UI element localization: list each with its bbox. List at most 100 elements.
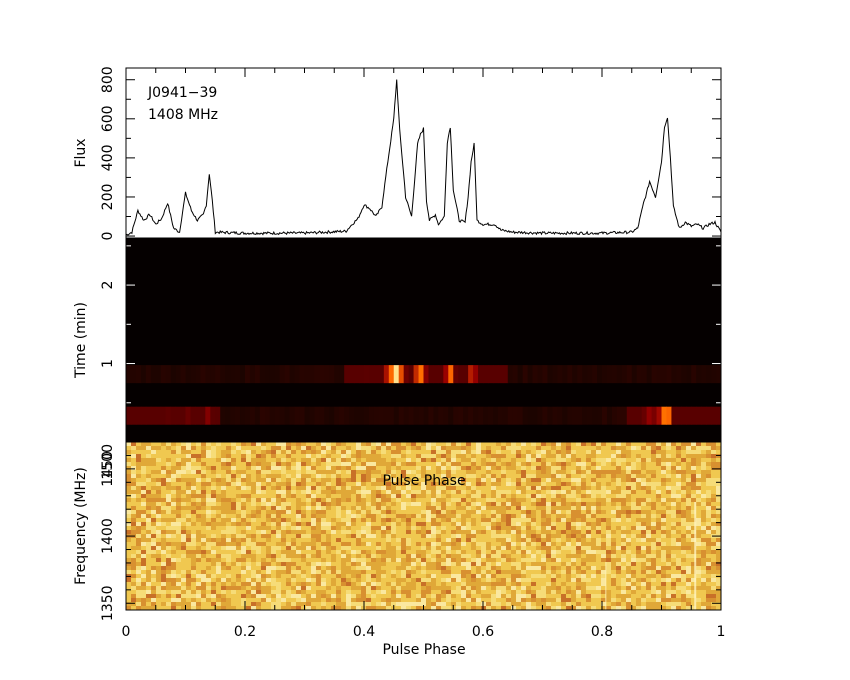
freq-cell (261, 458, 266, 462)
freq-cell (701, 526, 706, 530)
freq-cell (561, 530, 566, 534)
time-cell (289, 406, 296, 425)
freq-cell (711, 494, 716, 498)
freq-cell (716, 478, 721, 482)
freq-cell (136, 486, 141, 490)
freq-cell (396, 566, 401, 570)
time-cell (245, 406, 251, 425)
freq-cell (506, 586, 511, 590)
freq-cell (531, 474, 536, 478)
freq-cell (461, 450, 466, 454)
freq-cell (241, 578, 246, 582)
freq-cell (521, 514, 526, 518)
freq-cell (636, 446, 641, 450)
freq-cell (416, 578, 421, 582)
freq-cell (701, 518, 706, 522)
freq-cell (661, 550, 666, 554)
freq-cell (126, 570, 131, 574)
freq-cell (556, 526, 561, 530)
freq-cell (371, 566, 376, 570)
freq-cell (621, 518, 626, 522)
freq-cell (241, 442, 246, 446)
freq-cell (506, 462, 511, 466)
freq-cell (501, 542, 506, 546)
freq-cell (481, 526, 486, 530)
freq-cell (221, 578, 226, 582)
time-cell (344, 365, 350, 384)
freq-cell (591, 594, 596, 598)
time-cell (691, 406, 697, 425)
freq-cell (461, 522, 466, 526)
time-cell (373, 406, 380, 425)
freq-cell (331, 530, 336, 534)
freq-cell (576, 578, 581, 582)
freq-cell (151, 590, 156, 594)
freq-cell (391, 494, 396, 498)
freq-cell (506, 446, 511, 450)
freq-cell (281, 514, 286, 518)
freq-cell (366, 586, 371, 590)
freq-cell (691, 594, 696, 598)
freq-cell (646, 526, 651, 530)
freq-cell (306, 538, 311, 542)
freq-cell (281, 526, 286, 530)
freq-cell (511, 558, 516, 562)
freq-cell (611, 570, 616, 574)
freq-cell (461, 502, 466, 506)
freq-cell (516, 466, 521, 470)
freq-cell (256, 482, 261, 486)
freq-cell (546, 498, 551, 502)
time-cell (592, 365, 598, 384)
time-cell (641, 406, 648, 425)
freq-cell (321, 454, 326, 458)
freq-cell (421, 474, 426, 478)
freq-cell (546, 450, 551, 454)
freq-cell (296, 502, 301, 506)
freq-cell (221, 518, 226, 522)
freq-cell (226, 578, 231, 582)
freq-cell (636, 542, 641, 546)
freq-cell (486, 458, 491, 462)
freq-cell (656, 562, 661, 566)
freq-cell (571, 450, 576, 454)
freq-cell (566, 490, 571, 494)
freq-cell (226, 506, 231, 510)
freq-cell (496, 538, 501, 542)
freq-cell (196, 534, 201, 538)
freq-cell (391, 450, 396, 454)
freq-cell (521, 474, 526, 478)
time-cell (616, 365, 623, 384)
freq-cell (266, 534, 271, 538)
freq-cell (241, 558, 246, 562)
freq-cell (311, 522, 316, 526)
freq-cell (266, 442, 271, 446)
freq-cell (656, 506, 661, 510)
freq-cell (676, 462, 681, 466)
freq-cell (141, 514, 146, 518)
freq-cell (556, 594, 561, 598)
freq-cell (481, 558, 486, 562)
freq-cell (711, 530, 716, 534)
freq-cell (686, 490, 691, 494)
freq-cell (316, 490, 321, 494)
freq-cell (661, 558, 666, 562)
freq-cell (596, 562, 601, 566)
freq-cell (591, 450, 596, 454)
freq-cell (661, 478, 666, 482)
freq-cell (411, 466, 416, 470)
freq-cell (601, 562, 606, 566)
freq-cell (591, 518, 596, 522)
freq-cell (691, 510, 696, 514)
freq-cell (236, 454, 241, 458)
freq-cell (411, 450, 416, 454)
freq-cell (626, 466, 631, 470)
freq-cell (406, 442, 411, 446)
freq-cell (451, 598, 456, 602)
freq-cell (321, 538, 326, 542)
time-cell (716, 365, 722, 384)
freq-cell (201, 590, 206, 594)
freq-cell (571, 474, 576, 478)
freq-cell (201, 466, 206, 470)
freq-cell (656, 578, 661, 582)
freq-cell (206, 478, 211, 482)
